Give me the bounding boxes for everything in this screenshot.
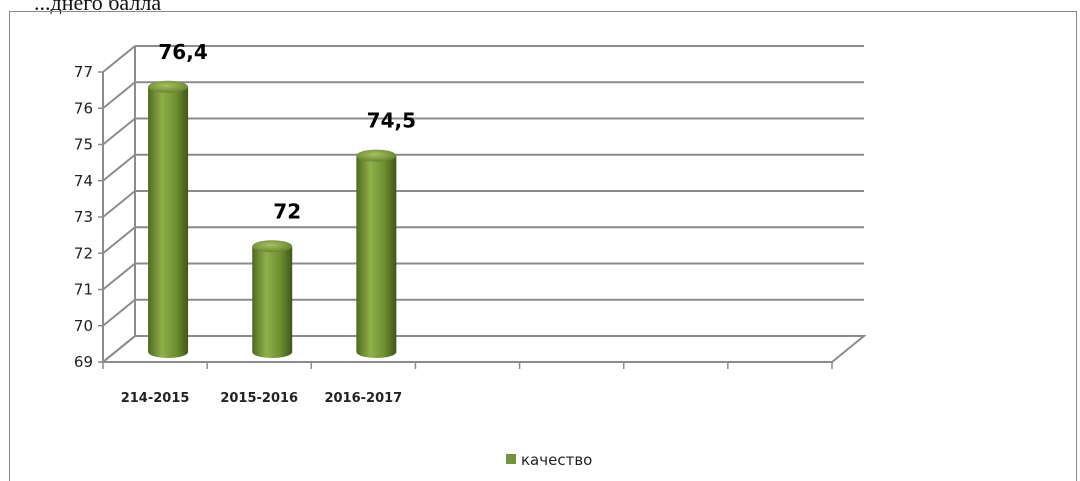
legend-label: качество (521, 451, 592, 469)
grid-side-line (102, 190, 136, 218)
bar[interactable] (252, 240, 293, 358)
data-label: 74,5 (367, 109, 416, 133)
data-label: 76,4 (158, 40, 207, 64)
data-label: 72 (273, 199, 301, 223)
x-category-label: 2015-2016 (220, 391, 298, 406)
y-tick-label: 77 (74, 63, 93, 81)
y-tick-label: 74 (74, 172, 93, 190)
grid-side-line (102, 298, 136, 327)
bar-top (356, 149, 397, 162)
x-category-label: 214-2015 (121, 391, 190, 406)
y-tick-label: 76 (74, 99, 93, 117)
chart-frame (9, 11, 1077, 481)
bar[interactable] (148, 80, 189, 358)
bar-top (148, 80, 189, 93)
bars (148, 80, 397, 358)
bar-body (356, 155, 397, 358)
legend-swatch (506, 454, 516, 464)
grid-side-line (102, 262, 136, 291)
y-tick-label: 71 (74, 281, 93, 299)
grid-side-line (102, 153, 136, 182)
grid-side-line (102, 45, 136, 73)
data-labels: 76,4 72 74,5 (158, 40, 416, 224)
bar-top (252, 240, 293, 253)
y-tick-label: 75 (74, 136, 93, 154)
bar-body (252, 246, 293, 358)
y-tick-label: 73 (74, 208, 93, 226)
y-axis: 69 70 71 72 73 74 75 76 77 (74, 63, 104, 371)
grid-side-line (102, 226, 136, 255)
chart-floor (100, 335, 867, 363)
grid-side-line (102, 81, 136, 110)
legend: качество (506, 451, 592, 469)
grid-side-line (102, 117, 136, 146)
y-tick-label: 69 (74, 353, 93, 371)
bar-body (148, 86, 189, 358)
y-tick-label: 70 (74, 317, 93, 335)
x-category-label: 2016-2017 (324, 391, 402, 406)
chart-walls (100, 45, 867, 363)
y-tick-label: 72 (74, 244, 93, 262)
bar[interactable] (356, 149, 397, 358)
x-axis: 214-2015 2015-2016 2016-2017 (102, 361, 833, 406)
